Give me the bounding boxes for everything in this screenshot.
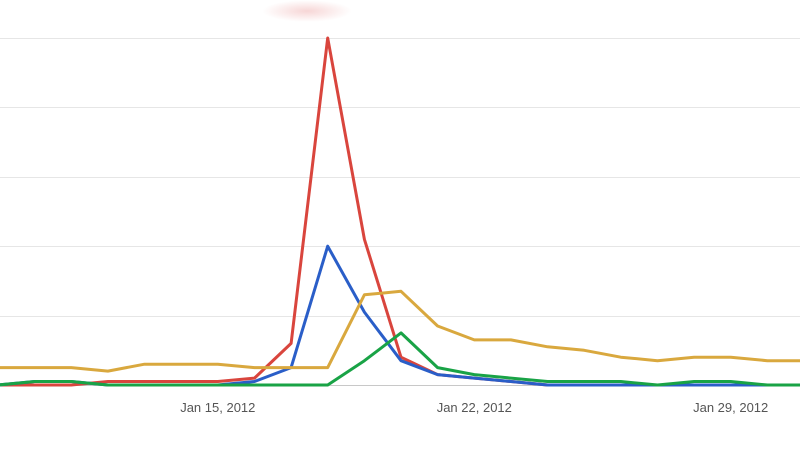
series-group [0,36,800,387]
x-axis: Jan 15, 2012 Jan 22, 2012 Jan 29, 2012 [180,400,768,415]
series-line-2 [0,244,800,387]
x-tick-label: Jan 15, 2012 [180,400,255,415]
top-blur-artifact [262,0,352,22]
series-line-3 [0,331,800,387]
x-tick-label: Jan 29, 2012 [693,400,768,415]
series-line-4 [0,289,800,373]
x-tick-label: Jan 22, 2012 [437,400,512,415]
